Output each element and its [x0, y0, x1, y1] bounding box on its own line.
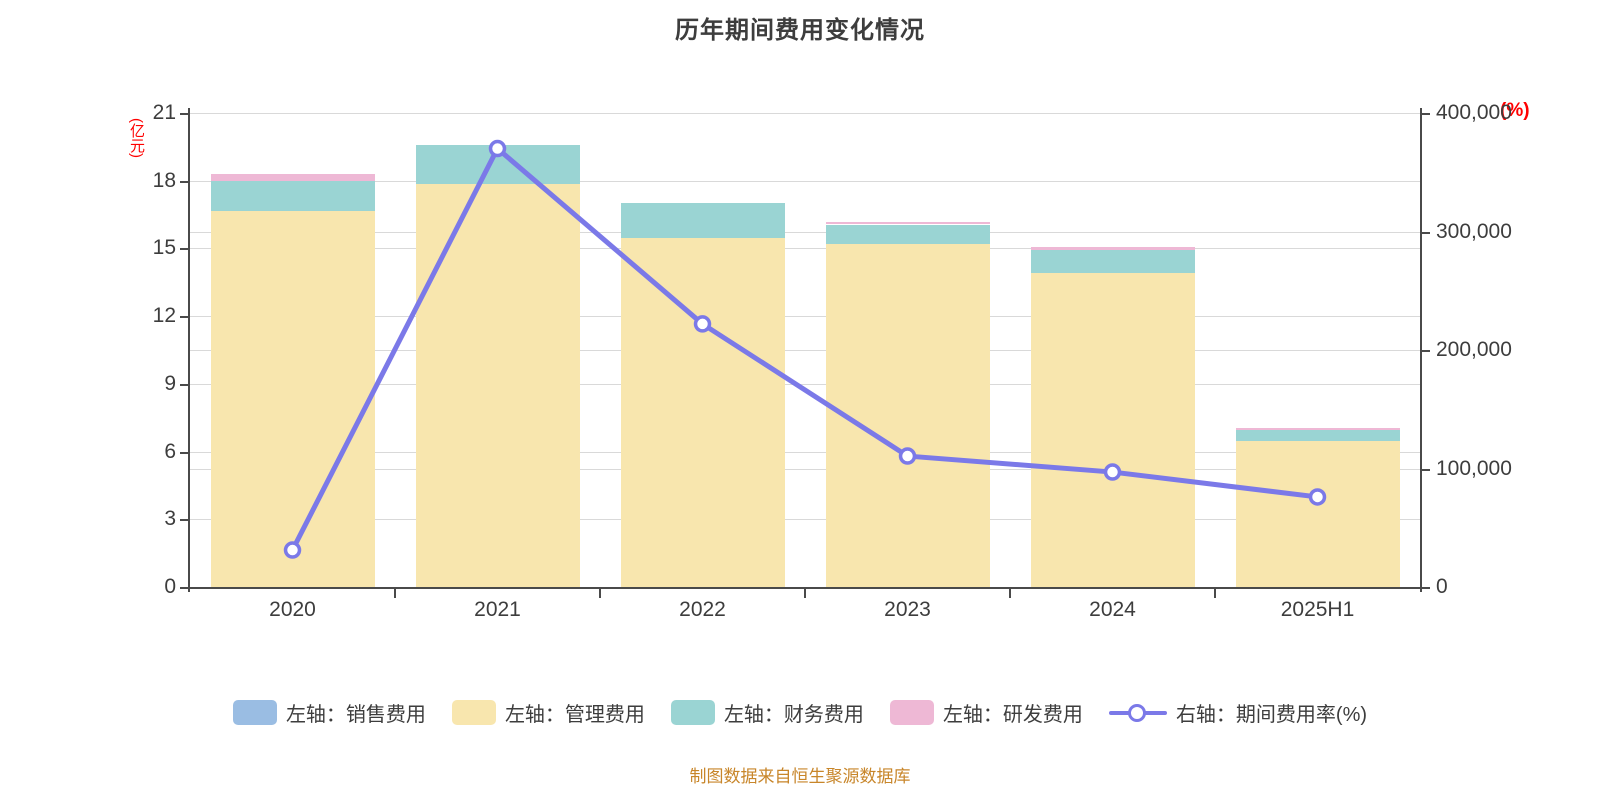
left-axis-line — [188, 108, 190, 592]
legend-item-label: 左轴：销售费用 — [285, 704, 426, 726]
bar-segment[interactable] — [825, 222, 990, 225]
right-axis-tick — [1421, 350, 1430, 352]
bar-segment[interactable] — [1235, 430, 1400, 442]
x-axis-tick-label: 2024 — [1089, 598, 1136, 621]
legend-item[interactable]: 左轴：财务费用 — [670, 698, 864, 727]
bar-segment[interactable] — [1235, 441, 1400, 587]
right-axis-tick-label: 300,000 — [1436, 219, 1512, 243]
left-axis-tick — [180, 113, 189, 115]
left-axis-tick-label: 18 — [152, 168, 176, 192]
bar-segment[interactable] — [620, 203, 785, 239]
x-axis-tick — [1214, 588, 1216, 598]
legend-item-label: 右轴：期间费用率(%) — [1175, 704, 1368, 726]
gridline — [190, 180, 1420, 182]
left-axis-tick — [180, 451, 189, 454]
left-axis-tick-label: 0 — [164, 575, 176, 598]
x-axis-tick-label: 2021 — [474, 598, 521, 621]
legend-line-marker-icon — [1108, 700, 1167, 725]
bar-segment[interactable] — [210, 180, 375, 211]
chart-legend: 左轴：销售费用 左轴：管理费用 左轴：财务费用 左轴：研发费用 右轴：期间费用率(%) — [0, 698, 1600, 727]
chart-title: 历年期间费用变化情况 — [675, 17, 925, 44]
right-axis-tick — [1421, 231, 1430, 234]
left-axis-tick-label: 9 — [164, 371, 176, 395]
gridline — [190, 113, 1420, 114]
bar-segment[interactable] — [415, 184, 580, 587]
left-axis-tick-label: 12 — [152, 304, 176, 328]
legend-item-label: 左轴：管理费用 — [504, 704, 645, 726]
legend-item-label: 左轴：研发费用 — [942, 704, 1083, 726]
x-axis-tick-label: 2020 — [269, 598, 316, 621]
legend-swatch-icon — [889, 700, 934, 725]
left-axis-tick — [180, 180, 189, 183]
right-axis-tick — [1421, 113, 1430, 115]
x-axis-tick-label: 2023 — [884, 598, 931, 621]
legend-swatch-icon — [670, 700, 715, 725]
right-axis-unit-label: (%) — [1500, 100, 1530, 121]
x-axis-tick — [804, 588, 806, 598]
legend-item-label: 左轴：财务费用 — [723, 704, 864, 726]
x-axis-tick-label: 2025H1 — [1280, 598, 1355, 621]
bar-segment[interactable] — [210, 173, 375, 181]
bar-segment[interactable] — [1030, 249, 1195, 273]
bar-segment[interactable] — [1030, 272, 1195, 587]
gridline — [190, 231, 1420, 233]
bar-segment[interactable] — [620, 238, 785, 587]
right-axis-tick — [1421, 587, 1430, 589]
right-axis-tick — [1421, 468, 1430, 471]
left-axis-tick — [180, 519, 189, 522]
legend-swatch-icon — [232, 700, 277, 725]
left-axis-tick — [180, 383, 189, 386]
left-axis-tick-label: 6 — [164, 439, 176, 463]
bar-segment[interactable] — [825, 244, 990, 587]
bar-segment[interactable] — [1030, 247, 1195, 250]
legend-item[interactable]: 左轴：研发费用 — [889, 698, 1083, 727]
left-axis-tick — [180, 587, 189, 589]
x-axis-tick — [1009, 588, 1011, 598]
gridline — [190, 350, 1420, 351]
right-axis-tick-label: 0 — [1436, 575, 1448, 598]
left-axis-tick-label: 3 — [164, 507, 176, 531]
footer-source-note: 制图数据来自恒生聚源数据库 — [689, 767, 911, 786]
legend-item[interactable]: 左轴：销售费用 — [232, 698, 426, 727]
left-axis-unit-label: (亿元) — [128, 118, 145, 158]
bar-segment[interactable] — [825, 224, 990, 245]
bar-segment[interactable] — [1235, 428, 1400, 431]
gridline — [190, 316, 1420, 318]
left-axis-tick-label: 15 — [152, 236, 176, 260]
right-axis-tick-label: 100,000 — [1436, 456, 1512, 480]
bar-segment[interactable] — [415, 144, 580, 185]
x-axis-tick — [394, 588, 396, 598]
legend-item[interactable]: 右轴：期间费用率(%) — [1108, 698, 1368, 727]
left-axis-tick — [180, 316, 189, 319]
left-axis-tick — [180, 248, 189, 251]
legend-swatch-icon — [451, 700, 496, 725]
right-axis-tick-label: 400,000 — [1436, 101, 1512, 124]
x-axis-tick-label: 2022 — [679, 598, 726, 621]
legend-item[interactable]: 左轴：管理费用 — [451, 698, 645, 727]
right-axis-tick-label: 200,000 — [1436, 338, 1512, 361]
bar-segment[interactable] — [210, 210, 375, 587]
gridline — [190, 383, 1420, 385]
x-axis-tick — [599, 588, 601, 598]
gridline — [190, 248, 1420, 250]
left-axis-tick-label: 21 — [152, 101, 176, 124]
